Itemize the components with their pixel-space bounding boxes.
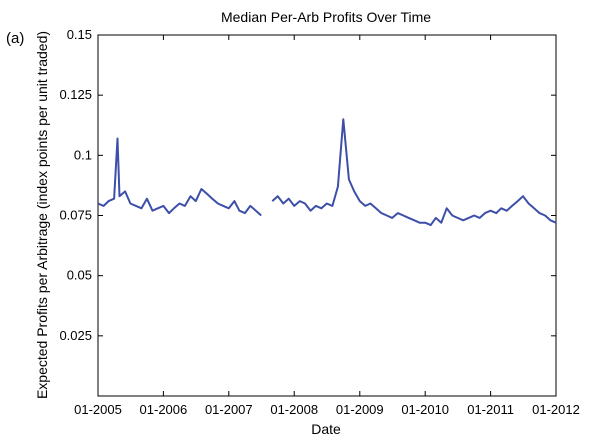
x-axis-label: Date bbox=[311, 421, 341, 437]
y-tick-label: 0.075 bbox=[59, 208, 92, 223]
chart-title: Median Per-Arb Profits Over Time bbox=[221, 9, 431, 25]
x-tick-label: 01-2012 bbox=[532, 402, 580, 417]
x-tick-label: 01-2008 bbox=[270, 402, 318, 417]
y-tick-label: 0.125 bbox=[59, 87, 92, 102]
y-axis-label: Expected Profits per Arbitrage (index po… bbox=[34, 31, 50, 399]
x-tick-label: 01-2005 bbox=[74, 402, 122, 417]
x-tick-label: 01-2011 bbox=[467, 402, 514, 417]
y-tick-label: 0.025 bbox=[59, 328, 92, 343]
y-tick-label: 0.15 bbox=[67, 27, 92, 42]
y-tick-label: 0.1 bbox=[74, 147, 92, 162]
x-tick-label: 01-2009 bbox=[336, 402, 384, 417]
axis-ticks: 01-2005 01-2006 01-2007 01-2008 01-2009 01-20… bbox=[59, 27, 579, 417]
x-tick-label: 01-2006 bbox=[140, 402, 188, 417]
series-layer bbox=[97, 118, 557, 227]
series-line-segment bbox=[271, 118, 557, 227]
y-tick-label: 0.05 bbox=[67, 268, 92, 283]
x-tick-label: 01-2010 bbox=[401, 402, 449, 417]
plot-area bbox=[97, 34, 557, 397]
plot-frame bbox=[97, 34, 557, 397]
series-line-segment bbox=[97, 137, 262, 217]
x-tick-label: 01-2007 bbox=[205, 402, 253, 417]
panel-label: (a) bbox=[6, 30, 24, 47]
